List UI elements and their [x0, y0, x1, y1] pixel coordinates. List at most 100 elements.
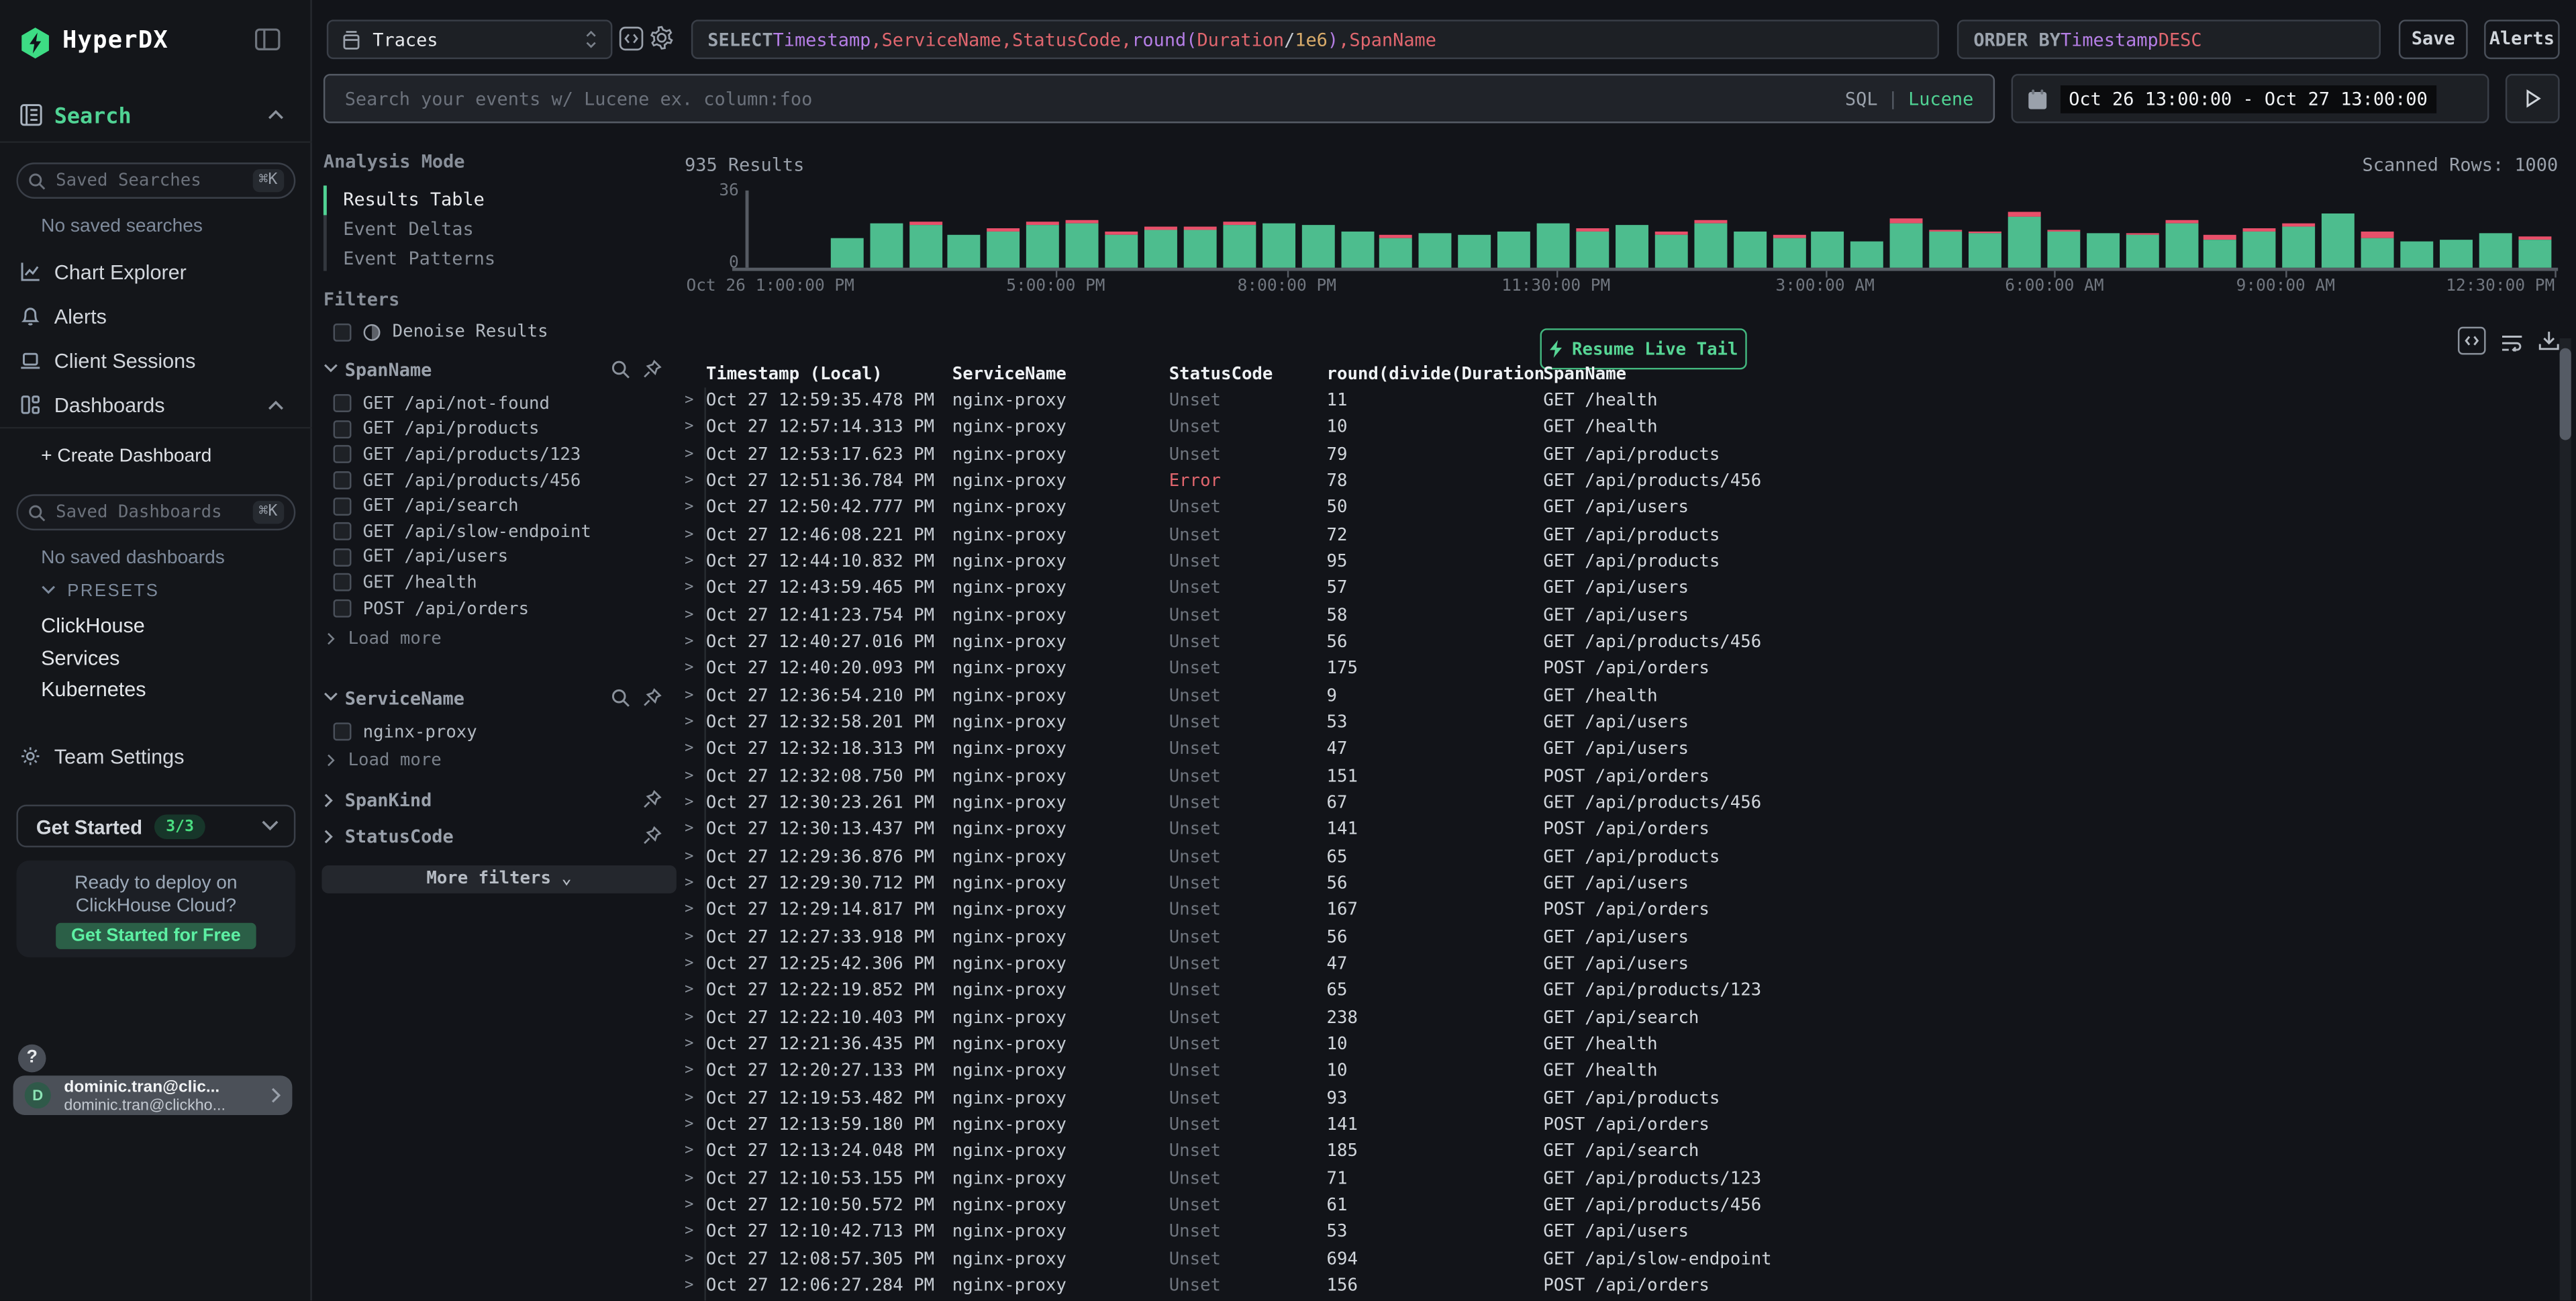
table-row[interactable]: >Oct 27 12:22:10.403 PMnginx-proxyUnset2…: [685, 1004, 2557, 1031]
filter-option[interactable]: GET /api/not-found: [334, 391, 591, 416]
row-expand-chevron[interactable]: >: [685, 554, 706, 570]
row-expand-chevron[interactable]: >: [685, 608, 706, 624]
checkbox[interactable]: [334, 723, 352, 741]
presets-section-toggle[interactable]: PRESETS: [41, 581, 159, 601]
row-expand-chevron[interactable]: >: [685, 581, 706, 597]
chart-bar[interactable]: [1808, 191, 1847, 268]
table-row[interactable]: >Oct 27 12:32:08.750 PMnginx-proxyUnset1…: [685, 763, 2557, 789]
chart-bar[interactable]: [1220, 191, 1258, 268]
help-button[interactable]: ?: [18, 1045, 46, 1073]
chart-bar[interactable]: [1024, 191, 1062, 268]
table-row[interactable]: >Oct 27 12:08:57.305 PMnginx-proxyUnset6…: [685, 1245, 2557, 1272]
chart-bar[interactable]: [1534, 191, 1573, 268]
row-expand-chevron[interactable]: >: [685, 929, 706, 945]
get-started-free-button[interactable]: Get Started for Free: [56, 923, 256, 949]
row-expand-chevron[interactable]: >: [685, 849, 706, 865]
row-expand-chevron[interactable]: >: [685, 634, 706, 650]
filter-option[interactable]: GET /api/products/123: [334, 442, 591, 467]
checkbox[interactable]: [334, 599, 352, 618]
checkbox[interactable]: [334, 420, 352, 438]
sidebar-item-dashboards[interactable]: Dashboards: [0, 391, 312, 424]
row-expand-chevron[interactable]: >: [685, 446, 706, 463]
denoise-results-toggle[interactable]: Denoise Results: [334, 322, 548, 341]
chart-bar[interactable]: [1141, 191, 1180, 268]
user-menu[interactable]: D dominic.tran@clic... dominic.tran@clic…: [13, 1075, 293, 1115]
table-row[interactable]: >Oct 27 12:27:33.918 PMnginx-proxyUnset5…: [685, 924, 2557, 951]
spanname-load-more[interactable]: Load more: [327, 626, 442, 650]
table-row[interactable]: >Oct 27 12:13:59.180 PMnginx-proxyUnset1…: [685, 1112, 2557, 1139]
filter-group-spankind[interactable]: SpanKind: [321, 788, 676, 814]
sidebar-item-services[interactable]: Services: [41, 647, 119, 670]
chart-bar[interactable]: [1887, 191, 1926, 268]
col-spanname[interactable]: SpanName: [1543, 365, 2556, 384]
table-row[interactable]: >Oct 27 12:53:17.623 PMnginx-proxyUnset7…: [685, 441, 2557, 468]
checkbox[interactable]: [334, 548, 352, 567]
row-expand-chevron[interactable]: >: [685, 741, 706, 757]
row-expand-chevron[interactable]: >: [685, 500, 706, 516]
row-expand-chevron[interactable]: >: [685, 1063, 706, 1079]
checkbox[interactable]: [334, 523, 352, 541]
table-row[interactable]: >Oct 27 12:10:50.572 PMnginx-proxyUnset6…: [685, 1192, 2557, 1219]
alerts-button[interactable]: Alerts: [2484, 19, 2560, 59]
row-expand-chevron[interactable]: >: [685, 661, 706, 677]
saved-searches-input[interactable]: Saved Searches ⌘K: [16, 162, 295, 199]
chart-bar[interactable]: [1573, 191, 1612, 268]
row-expand-chevron[interactable]: >: [685, 795, 706, 811]
mode-results-table[interactable]: Results Table: [343, 189, 485, 210]
checkbox[interactable]: [334, 497, 352, 515]
checkbox[interactable]: [334, 323, 352, 341]
chart-bar[interactable]: [905, 191, 944, 268]
checkbox[interactable]: [334, 446, 352, 464]
chart-bar[interactable]: [1416, 191, 1455, 268]
chart-bar[interactable]: [748, 191, 787, 268]
lucene-search-input[interactable]: Search your events w/ Lucene ex. column:…: [324, 74, 1995, 123]
row-expand-chevron[interactable]: >: [685, 714, 706, 730]
chart-bar[interactable]: [2319, 191, 2358, 268]
checkbox[interactable]: [334, 395, 352, 413]
filter-group-statuscode[interactable]: StatusCode: [321, 824, 676, 851]
download-icon[interactable]: [2538, 330, 2560, 352]
table-row[interactable]: >Oct 27 12:57:14.313 PMnginx-proxyUnset1…: [685, 414, 2557, 441]
row-expand-chevron[interactable]: >: [685, 1251, 706, 1267]
table-row[interactable]: >Oct 27 12:32:58.201 PMnginx-proxyUnset5…: [685, 710, 2557, 736]
table-row[interactable]: >Oct 27 12:29:30.712 PMnginx-proxyUnset5…: [685, 870, 2557, 897]
chevron-up-icon[interactable]: [268, 401, 284, 411]
saved-dashboards-input[interactable]: Saved Dashboards ⌘K: [16, 494, 295, 530]
chart-bar[interactable]: [1062, 191, 1101, 268]
row-expand-chevron[interactable]: >: [685, 768, 706, 784]
chart-bar[interactable]: [945, 191, 984, 268]
chart-bar[interactable]: [1926, 191, 1965, 268]
table-row[interactable]: >Oct 27 12:22:19.852 PMnginx-proxyUnset6…: [685, 977, 2557, 1004]
row-expand-chevron[interactable]: >: [685, 902, 706, 918]
chart-bar[interactable]: [2476, 191, 2515, 268]
sidebar-item-clickhouse[interactable]: ClickHouse: [41, 614, 145, 637]
chart-bar[interactable]: [2279, 191, 2318, 268]
view-source-icon[interactable]: [2458, 327, 2486, 355]
row-expand-chevron[interactable]: >: [685, 420, 706, 436]
resume-live-tail-button[interactable]: Resume Live Tail: [1540, 328, 1747, 369]
wrap-lines-icon[interactable]: [2501, 331, 2524, 350]
filter-option[interactable]: POST /api/orders: [334, 595, 591, 621]
table-row[interactable]: >Oct 27 12:29:14.817 PMnginx-proxyUnset1…: [685, 897, 2557, 924]
row-expand-chevron[interactable]: >: [685, 1170, 706, 1186]
source-settings-gear-icon[interactable]: [648, 25, 675, 51]
chart-bar[interactable]: [1298, 191, 1337, 268]
chevron-up-icon[interactable]: [268, 110, 284, 120]
chart-bar[interactable]: [2240, 191, 2279, 268]
select-clause-input[interactable]: SELECT Timestamp,ServiceName,StatusCode,…: [691, 19, 1939, 59]
table-row[interactable]: >Oct 27 12:21:36.435 PMnginx-proxyUnset1…: [685, 1031, 2557, 1058]
table-row[interactable]: >Oct 27 12:43:59.465 PMnginx-proxyUnset5…: [685, 575, 2557, 602]
sidebar-item-team-settings[interactable]: Team Settings: [0, 742, 312, 775]
filter-option[interactable]: GET /api/products: [334, 416, 591, 442]
save-button[interactable]: Save: [2399, 19, 2468, 59]
search-icon[interactable]: [611, 688, 630, 708]
row-expand-chevron[interactable]: >: [685, 1278, 706, 1294]
table-row[interactable]: >Oct 27 12:19:53.482 PMnginx-proxyUnset9…: [685, 1085, 2557, 1112]
row-expand-chevron[interactable]: >: [685, 875, 706, 892]
chart-bar[interactable]: [788, 191, 827, 268]
chart-bar[interactable]: [1848, 191, 1887, 268]
chart-bar[interactable]: [1612, 191, 1651, 268]
row-expand-chevron[interactable]: >: [685, 1037, 706, 1053]
row-expand-chevron[interactable]: >: [685, 1090, 706, 1106]
sidebar-collapse-icon[interactable]: [254, 28, 281, 51]
